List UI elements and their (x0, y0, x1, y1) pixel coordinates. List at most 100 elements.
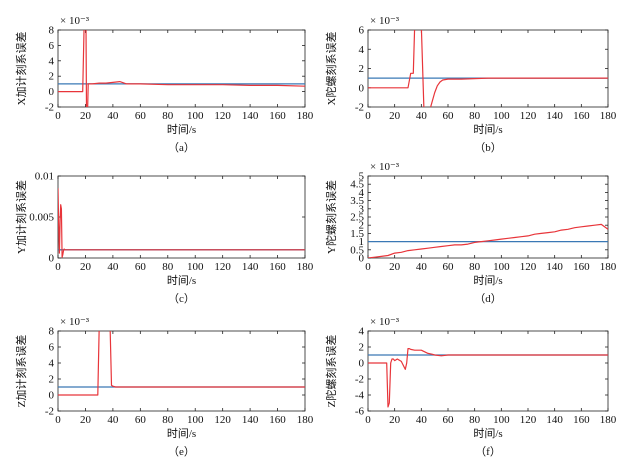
x-axis-label: 时间/s (167, 274, 196, 287)
y-axis-label: Z陀螺刻系误差 (324, 335, 338, 408)
error-series-line (368, 30, 608, 107)
y-axis-label: Y陀螺刻系误差 (324, 180, 338, 254)
error-series-line (368, 223, 608, 258)
y-tick-label: 4 (359, 44, 365, 56)
axis-exponent: × 10⁻³ (370, 15, 400, 27)
x-tick-label: 0 (365, 414, 371, 426)
plot-frame (367, 330, 609, 412)
x-tick-label: 100 (187, 110, 204, 122)
x-tick-label: 20 (389, 414, 401, 426)
x-tick-label: 160 (573, 414, 590, 426)
x-tick-label: 60 (443, 261, 455, 273)
x-tick-label: 60 (443, 110, 455, 122)
y-axis-label: Y加计刻系误差 (14, 180, 28, 254)
y-tick-label: 8 (49, 25, 55, 37)
x-tick-label: 180 (297, 110, 314, 122)
x-tick-label: 100 (187, 261, 204, 273)
x-tick-label: 100 (493, 110, 510, 122)
x-tick-label: 180 (600, 261, 617, 273)
y-tick-label: -2 (355, 374, 364, 386)
x-tick-label: 80 (162, 261, 174, 273)
y-tick-label: 0.5 (350, 244, 364, 256)
error-series-line (58, 188, 305, 258)
x-tick-label: 60 (135, 110, 147, 122)
chart-panel-4: 0 20 40 60 80 100 120 140 160 180 00.511.522.533.5… (324, 161, 617, 305)
y-tick-label: 0 (49, 390, 55, 402)
y-tick-label: 2 (359, 63, 365, 75)
chart-panel-6: 0 20 40 60 80 100 120 140 160 180 -6 -4 -2 0 2 4 × 10⁻³ Z… (324, 316, 617, 458)
y-tick-label: 4 (359, 326, 365, 338)
axis-exponent: × 10⁻³ (60, 15, 90, 27)
x-tick-label: 160 (269, 261, 286, 273)
x-tick-label: 120 (214, 414, 231, 426)
x-tick-label: 20 (80, 110, 92, 122)
x-tick-label: 100 (493, 414, 510, 426)
x-tick-label: 140 (546, 110, 563, 122)
y-tick-label: 3 (359, 203, 365, 215)
y-tick-label: 0.005 (29, 212, 54, 224)
error-series-line (58, 331, 305, 396)
x-tick-label: 20 (389, 110, 401, 122)
x-tick-label: 180 (600, 414, 617, 426)
error-series-line (368, 348, 608, 408)
x-tick-label: 40 (107, 414, 119, 426)
y-tick-label: 2.5 (350, 212, 364, 224)
x-tick-label: 160 (269, 414, 286, 426)
x-axis-label: 时间/s (473, 274, 502, 287)
y-tick-label: 0.01 (35, 171, 54, 183)
panel-caption: （f） (475, 445, 501, 458)
y-tick-label: 5 (359, 171, 365, 183)
y-tick-label: 0 (359, 253, 365, 265)
x-tick-label: 100 (493, 261, 510, 273)
plot-frame (367, 29, 609, 108)
y-axis-label: X陀螺刻系误差 (324, 32, 338, 106)
y-tick-label: 6 (49, 40, 55, 52)
y-tick-label: 4 (359, 187, 365, 199)
panel-caption: （d） (474, 292, 502, 305)
plot-frame (367, 175, 609, 259)
x-tick-label: 140 (242, 261, 259, 273)
y-tick-label: -6 (355, 406, 365, 418)
x-tick-label: 120 (520, 261, 537, 273)
x-tick-label: 80 (469, 414, 481, 426)
x-tick-label: 120 (520, 110, 537, 122)
y-tick-label: 2 (359, 342, 365, 354)
y-tick-label: 2 (49, 71, 55, 83)
x-tick-label: 0 (55, 110, 61, 122)
y-tick-label: -2 (355, 102, 364, 114)
x-tick-label: 0 (365, 261, 371, 273)
x-tick-label: 60 (135, 414, 147, 426)
panel-caption: （b） (474, 141, 502, 154)
x-tick-label: 80 (162, 414, 174, 426)
chart-panel-3: 0 20 40 60 80 100 120 140 160 180 0 0.005 0.01 Y加计刻系误… (14, 171, 314, 306)
x-tick-label: 180 (297, 414, 314, 426)
panel-caption: （c） (168, 292, 195, 305)
y-tick-label: 3.5 (350, 195, 364, 207)
x-tick-label: 120 (214, 261, 231, 273)
error-series-line (58, 30, 305, 107)
y-tick-label: 0 (359, 358, 365, 370)
y-axis-label: X加计刻系误差 (14, 32, 28, 106)
x-tick-label: 160 (269, 110, 286, 122)
plot-frame (57, 330, 306, 412)
x-axis-label: 时间/s (167, 427, 196, 440)
x-tick-label: 140 (242, 110, 259, 122)
x-tick-label: 0 (55, 414, 61, 426)
x-tick-label: 80 (469, 261, 481, 273)
x-tick-label: 80 (162, 110, 174, 122)
y-tick-label: 4 (49, 358, 55, 370)
y-tick-label: 2 (49, 374, 55, 386)
x-tick-label: 160 (573, 110, 590, 122)
x-tick-label: 40 (416, 261, 428, 273)
x-tick-label: 40 (416, 110, 428, 122)
axis-exponent: × 10⁻³ (60, 316, 90, 328)
x-tick-label: 40 (416, 414, 428, 426)
x-axis-label: 时间/s (473, 123, 502, 136)
x-tick-label: 140 (242, 414, 259, 426)
x-tick-label: 180 (297, 261, 314, 273)
y-tick-label: 6 (49, 342, 55, 354)
x-tick-label: 80 (469, 110, 481, 122)
plot-frame (57, 175, 306, 259)
